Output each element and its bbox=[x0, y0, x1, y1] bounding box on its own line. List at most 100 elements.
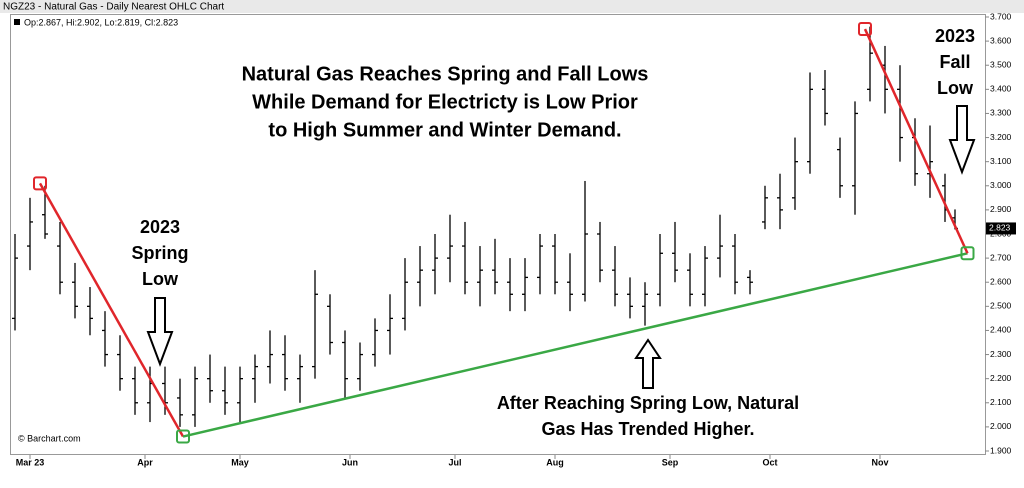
x-tick-label: Jul bbox=[448, 457, 461, 467]
y-tick-label: 2.600 bbox=[990, 276, 1012, 286]
x-tick-label: Sep bbox=[662, 457, 679, 467]
arrow-down bbox=[146, 297, 174, 367]
ohlc-bar bbox=[492, 238, 498, 295]
ohlc-bar bbox=[387, 294, 393, 355]
ohlc-bar bbox=[222, 366, 228, 415]
annotation-text: Fall bbox=[939, 52, 970, 72]
ohlc-bar bbox=[582, 180, 588, 302]
ohlc-bar bbox=[447, 214, 453, 283]
source: © Barchart.com bbox=[18, 433, 81, 443]
ohlc-bar bbox=[627, 277, 633, 319]
y-tick-label: 3.500 bbox=[990, 59, 1012, 69]
ohlc-bar bbox=[12, 234, 18, 331]
trendline bbox=[863, 28, 969, 254]
ohlc-bar bbox=[327, 294, 333, 355]
annotation-text: Gas Has Trended Higher. bbox=[541, 419, 754, 439]
trendline bbox=[38, 182, 185, 438]
annotation-text: While Demand for Electricty is Low Prior bbox=[252, 91, 638, 113]
ohlc-bar bbox=[477, 246, 483, 307]
annotation-text: After Reaching Spring Low, Natural bbox=[497, 393, 799, 413]
y-tick-label: 3.400 bbox=[990, 84, 1012, 94]
ohlc-bar bbox=[597, 221, 603, 283]
y-tick-label: 3.600 bbox=[990, 35, 1012, 45]
ohlc-bar bbox=[102, 311, 108, 367]
y-tick-label: 3.300 bbox=[990, 108, 1012, 118]
ohlc-bar bbox=[852, 101, 858, 215]
x-tick-label: Apr bbox=[137, 457, 153, 467]
ohlc-bar bbox=[507, 258, 513, 312]
arrow-up bbox=[634, 338, 662, 389]
ohlc-bar bbox=[702, 246, 708, 307]
ohlc-bar bbox=[927, 125, 933, 198]
ohlc-bar bbox=[522, 258, 528, 312]
ohlc-bar bbox=[87, 287, 93, 336]
trend-marker bbox=[960, 246, 975, 261]
y-tick-label: 2.200 bbox=[990, 373, 1012, 383]
ohlc-bar bbox=[567, 253, 573, 312]
x-tick-label: May bbox=[231, 457, 249, 467]
ohlc-bar bbox=[372, 318, 378, 367]
header-strip bbox=[0, 0, 1024, 13]
last-price-box bbox=[986, 222, 1016, 235]
ohlc-bar bbox=[252, 354, 258, 403]
ohlc-bar bbox=[792, 137, 798, 210]
y-tick-label: 2.700 bbox=[990, 252, 1012, 262]
ohlc-bar bbox=[342, 330, 348, 398]
ohlc-bar bbox=[552, 234, 558, 295]
ohlc-bar bbox=[27, 197, 33, 271]
y-tick-label: 2.500 bbox=[990, 301, 1012, 311]
ohlc-bar bbox=[837, 137, 843, 198]
trend-marker bbox=[858, 22, 872, 37]
y-tick-label: 3.000 bbox=[990, 180, 1012, 190]
x-tick-label: Nov bbox=[871, 457, 888, 467]
ohlc-bar bbox=[267, 330, 273, 384]
ohlc-bar bbox=[237, 366, 243, 423]
last-price: 2.823 bbox=[989, 223, 1011, 233]
ohlc-bar bbox=[462, 221, 468, 295]
ohlc-bar bbox=[537, 234, 543, 295]
y-tick-label: 2.100 bbox=[990, 397, 1012, 407]
ohlc-bar bbox=[132, 366, 138, 415]
annotation-text: Low bbox=[142, 269, 179, 289]
annotations: Natural Gas Reaches Spring and Fall Lows… bbox=[132, 26, 976, 439]
x-tick-label: Mar 23 bbox=[16, 457, 45, 467]
annotation-text: Low bbox=[937, 78, 974, 98]
ohlc-bar bbox=[732, 234, 738, 295]
annotation-text: 2023 bbox=[935, 26, 975, 46]
ohlc-bar bbox=[57, 221, 63, 295]
annotation-text: Spring bbox=[132, 243, 189, 263]
ohlc-bar bbox=[402, 258, 408, 331]
y-tick-label: 2.400 bbox=[990, 325, 1012, 335]
legend-swatch bbox=[14, 19, 20, 25]
ohlc-bar bbox=[687, 253, 693, 307]
arrow-down bbox=[948, 105, 976, 175]
ohlc-bar bbox=[897, 65, 903, 162]
ohlc-bar bbox=[822, 70, 828, 126]
ohlc-bar bbox=[747, 270, 753, 295]
x-tick-label: Jun bbox=[342, 457, 358, 467]
ohlc-bar bbox=[282, 335, 288, 391]
ohlc-bar bbox=[762, 185, 768, 230]
ohlc-bar bbox=[207, 354, 213, 403]
trendline bbox=[182, 252, 968, 438]
ohlc-bar bbox=[432, 234, 438, 295]
y-tick-label: 3.100 bbox=[990, 156, 1012, 166]
ohlc-bar bbox=[297, 354, 303, 403]
ohlc-bar bbox=[357, 342, 363, 391]
annotation-text: Natural Gas Reaches Spring and Fall Lows bbox=[242, 63, 649, 85]
legend: Op:2.867, Hi:2.902, Lo:2.819, Cl:2.823 bbox=[24, 17, 178, 27]
ohlc-bar bbox=[807, 72, 813, 174]
ohlc-bar bbox=[117, 335, 123, 391]
annotation-text: to High Summer and Winter Demand. bbox=[268, 119, 621, 141]
ohlc-bar bbox=[612, 246, 618, 307]
plot bbox=[12, 26, 958, 427]
ohlc-bar bbox=[717, 214, 723, 278]
ohlc-bar bbox=[672, 221, 678, 283]
chart-title: NGZ23 - Natural Gas - Daily Nearest OHLC… bbox=[3, 2, 224, 13]
ohlc-bar bbox=[312, 270, 318, 379]
ohlc-bar bbox=[192, 366, 198, 427]
y-tick-label: 1.900 bbox=[990, 445, 1012, 455]
trend-marker bbox=[176, 429, 190, 444]
ohlc-bar bbox=[177, 378, 183, 427]
